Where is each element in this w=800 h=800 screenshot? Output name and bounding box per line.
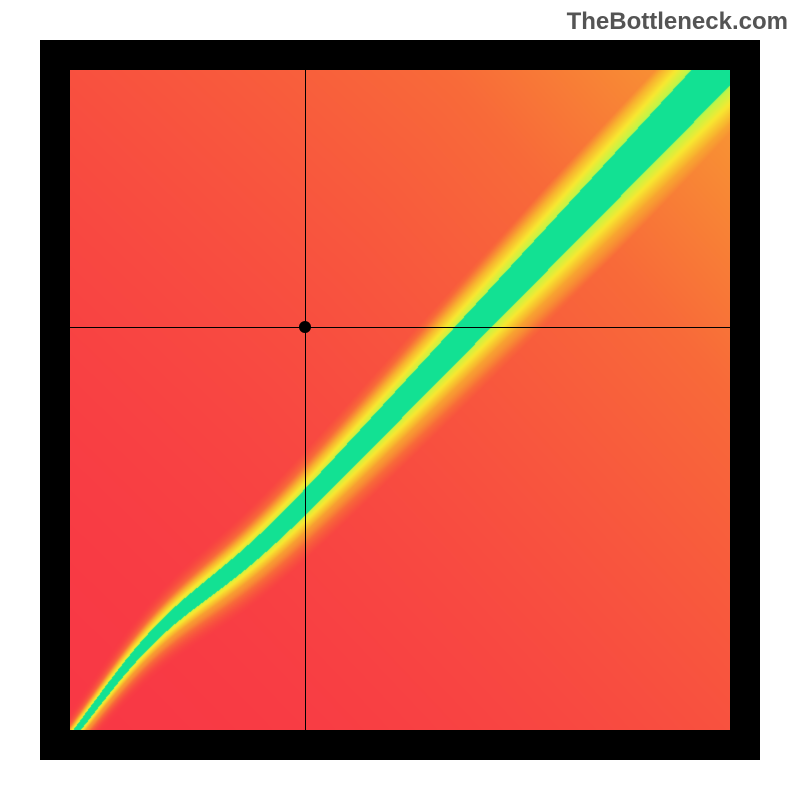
plot-area <box>70 70 730 730</box>
crosshair-horizontal <box>70 327 730 328</box>
marker-dot <box>299 321 311 333</box>
chart-frame <box>40 40 760 760</box>
crosshair-vertical <box>305 70 306 730</box>
watermark-text: TheBottleneck.com <box>567 8 788 36</box>
heatmap-canvas <box>70 70 730 730</box>
